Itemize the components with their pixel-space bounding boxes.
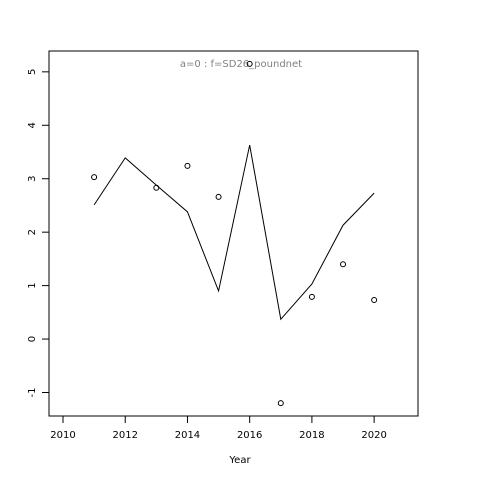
point — [91, 174, 98, 181]
plot-frame — [48, 50, 419, 417]
x-tick-label: 2018 — [299, 430, 324, 441]
point — [184, 162, 191, 169]
point — [277, 400, 284, 407]
point — [153, 184, 160, 191]
x-axis-label: Year — [228, 455, 251, 466]
y-tick-label: -1 — [27, 387, 38, 397]
chart-title: a=0 : f=SD26_poundnet — [180, 59, 302, 70]
y-tick-label: 2 — [27, 229, 38, 235]
x-tick-label: 2010 — [50, 430, 75, 441]
y-tick-label: 0 — [27, 336, 38, 342]
point — [340, 261, 347, 268]
y-tick-label: 5 — [27, 69, 38, 75]
point — [308, 293, 315, 300]
y-tick-label: 3 — [27, 176, 38, 182]
x-tick-label: 2014 — [175, 430, 200, 441]
x-tick-label: 2016 — [237, 430, 262, 441]
x-tick-label: 2012 — [113, 430, 138, 441]
y-tick-label: 4 — [27, 122, 38, 128]
line — [93, 144, 375, 321]
point — [215, 193, 222, 200]
x-tick-label: 2020 — [361, 430, 386, 441]
point — [371, 297, 378, 304]
y-tick-label: 1 — [27, 282, 38, 288]
point — [246, 60, 253, 67]
